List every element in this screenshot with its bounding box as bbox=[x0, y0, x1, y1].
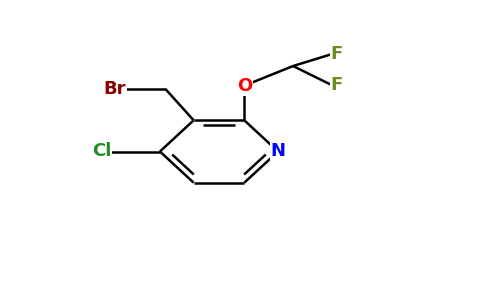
Text: Cl: Cl bbox=[92, 142, 111, 160]
Text: F: F bbox=[331, 46, 343, 64]
Text: N: N bbox=[271, 142, 286, 160]
Text: Br: Br bbox=[104, 80, 126, 98]
Text: F: F bbox=[331, 76, 343, 94]
Text: O: O bbox=[237, 77, 252, 95]
